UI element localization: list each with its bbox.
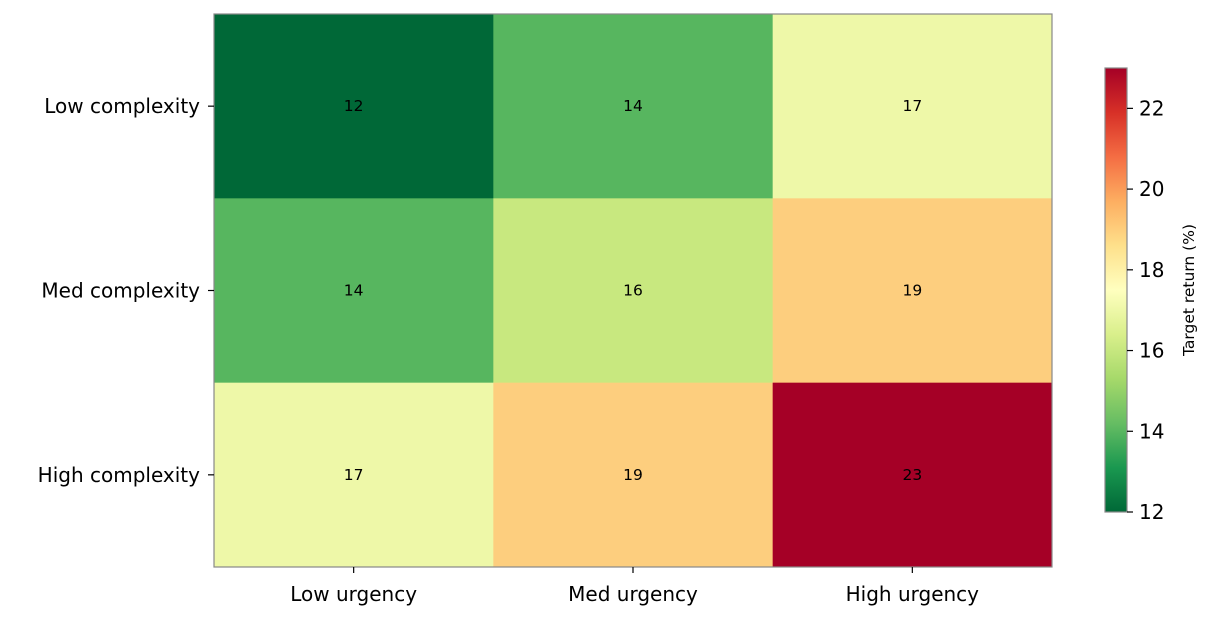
y-axis: Low complexity Med complexity High complex… xyxy=(38,94,214,487)
cell-value-label: 19 xyxy=(902,282,922,300)
heatmap-cell xyxy=(493,14,774,199)
x-tick-label: High urgency xyxy=(846,582,980,606)
heatmap-cell xyxy=(214,382,494,568)
colorbar-gradient xyxy=(1104,67,1128,513)
cell-value-label: 16 xyxy=(623,282,643,300)
colorbar-tick-label: 16 xyxy=(1139,339,1164,363)
heatmap-cell-labels: 12 14 17 14 16 19 17 19 23 xyxy=(344,97,922,484)
colorbar-label: Target return (%) xyxy=(1180,224,1198,357)
heatmap-cells xyxy=(214,14,1053,568)
cell-value-label: 12 xyxy=(344,97,364,115)
colorbar-tick-label: 20 xyxy=(1139,177,1164,201)
heatmap-cell xyxy=(493,382,774,568)
cell-value-label: 19 xyxy=(623,466,643,484)
x-tick-label: Med urgency xyxy=(568,582,698,606)
x-tick-label: Low urgency xyxy=(290,582,417,606)
heatmap-cell xyxy=(772,382,1053,568)
cell-value-label: 17 xyxy=(344,466,364,484)
colorbar-tick-label: 18 xyxy=(1139,258,1164,282)
colorbar-ticks: 12 14 16 18 20 22 xyxy=(1127,96,1164,524)
heatmap-cell xyxy=(493,198,774,384)
cell-value-label: 23 xyxy=(902,466,922,484)
x-axis: Low urgency Med urgency High urgency xyxy=(290,567,979,606)
heatmap-cell xyxy=(772,14,1053,199)
heatmap-cell xyxy=(214,14,494,199)
colorbar: 12 14 16 18 20 22 Target return (%) xyxy=(1104,67,1198,524)
colorbar-tick-label: 12 xyxy=(1139,500,1164,524)
colorbar-tick-label: 14 xyxy=(1139,419,1164,443)
cell-value-label: 17 xyxy=(902,97,922,115)
cell-value-label: 14 xyxy=(623,97,643,115)
colorbar-tick-label: 22 xyxy=(1139,96,1164,120)
cell-value-label: 14 xyxy=(344,282,364,300)
y-tick-label: High complexity xyxy=(38,463,200,487)
y-tick-label: Med complexity xyxy=(41,279,200,303)
heatmap-cell xyxy=(772,198,1053,384)
y-tick-label: Low complexity xyxy=(44,94,200,118)
heatmap-cell xyxy=(214,198,494,384)
